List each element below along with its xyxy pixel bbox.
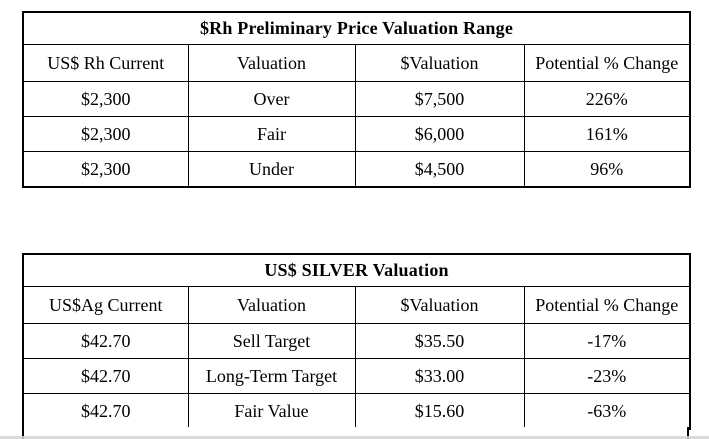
table-title: US$ SILVER Valuation [22,253,691,287]
table-row: $2,300 Under $4,500 96% [22,151,691,188]
cell-valuation: Over [187,81,356,117]
cell-current: $2,300 [22,151,189,188]
column-header-valuation: Valuation [187,44,356,82]
cutoff-edge-smear [0,436,709,439]
cell-potential-change: -63% [523,393,691,430]
table-title-row: US$ SILVER Valuation [22,253,691,287]
rhodium-valuation-table: $Rh Preliminary Price Valuation Range US… [22,11,691,188]
cell-dollar-valuation: $4,500 [354,151,525,188]
cell-current: $42.70 [22,358,189,394]
table-row: $2,300 Fair $6,000 161% [22,116,691,152]
cell-current: $2,300 [22,81,189,117]
cell-valuation: Fair Value [187,393,356,430]
table-title-row: $Rh Preliminary Price Valuation Range [22,11,691,45]
column-header-dollar-valuation: $Valuation [354,286,525,324]
cell-valuation: Under [187,151,356,188]
table-title: $Rh Preliminary Price Valuation Range [22,11,691,45]
cell-valuation: Sell Target [187,323,356,359]
table-row: $42.70 Sell Target $35.50 -17% [22,323,691,359]
cell-potential-change: -23% [523,358,691,394]
cell-current: $42.70 [22,323,189,359]
table-header-row: US$Ag Current Valuation $Valuation Poten… [22,286,691,324]
cell-potential-change: -17% [523,323,691,359]
cell-potential-change: 96% [523,151,691,188]
cell-dollar-valuation: $35.50 [354,323,525,359]
column-header-current: US$ Rh Current [22,44,189,82]
cell-dollar-valuation: $15.60 [354,393,525,430]
table-header-row: US$ Rh Current Valuation $Valuation Pote… [22,44,691,82]
column-header-dollar-valuation: $Valuation [354,44,525,82]
column-header-potential-change: Potential % Change [523,44,691,82]
silver-valuation-table: US$ SILVER Valuation US$Ag Current Valua… [22,253,692,430]
table-row: $42.70 Long-Term Target $33.00 -23% [22,358,691,394]
column-header-current: US$Ag Current [22,286,189,324]
cell-valuation: Long-Term Target [187,358,356,394]
cell-dollar-valuation: $7,500 [354,81,525,117]
cell-current: $2,300 [22,116,189,152]
cell-potential-change: 226% [523,81,691,117]
column-header-valuation: Valuation [187,286,356,324]
table-row: $2,300 Over $7,500 226% [22,81,691,117]
cell-dollar-valuation: $33.00 [354,358,525,394]
cell-dollar-valuation: $6,000 [354,116,525,152]
cell-current: $42.70 [22,393,189,430]
cell-potential-change: 161% [523,116,691,152]
column-header-potential-change: Potential % Change [523,286,691,324]
table-row: $42.70 Fair Value $15.60 -63% [22,393,691,430]
cell-valuation: Fair [187,116,356,152]
